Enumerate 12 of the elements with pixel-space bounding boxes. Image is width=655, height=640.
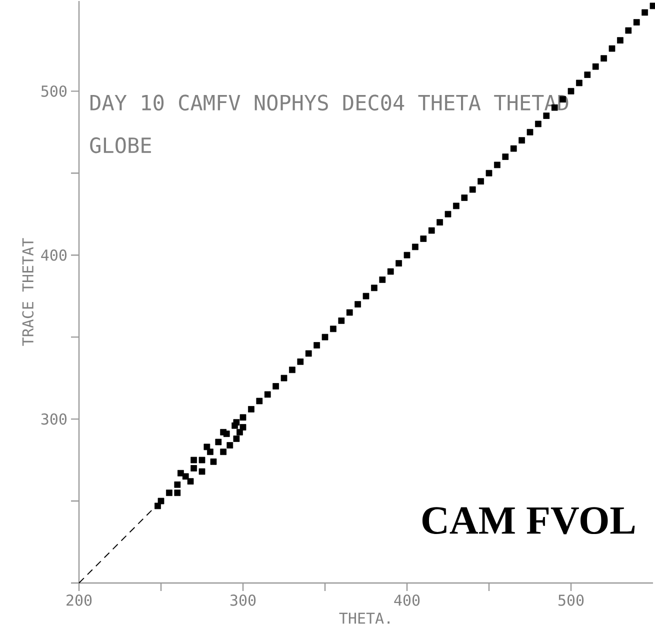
y-tick-label: 400 (41, 249, 67, 261)
text: GLOBE (90, 137, 151, 154)
x-tick-label: 300 (230, 594, 256, 606)
x-axis-title: THETA. (339, 612, 390, 624)
x-tick-label: 400 (394, 594, 420, 606)
y-tick-label: 500 (41, 85, 67, 97)
x-tick-label: 200 (66, 594, 92, 606)
y-tick-label: 300 (41, 413, 67, 425)
x-tick-label: 500 (558, 594, 584, 606)
annotation: CAM FVOL (422, 507, 635, 534)
text: DAY 10 CAMFV NOPHYS DEC04 THETA THETAD (90, 94, 568, 111)
y-axis-title: TRACE THETAT (22, 238, 34, 346)
